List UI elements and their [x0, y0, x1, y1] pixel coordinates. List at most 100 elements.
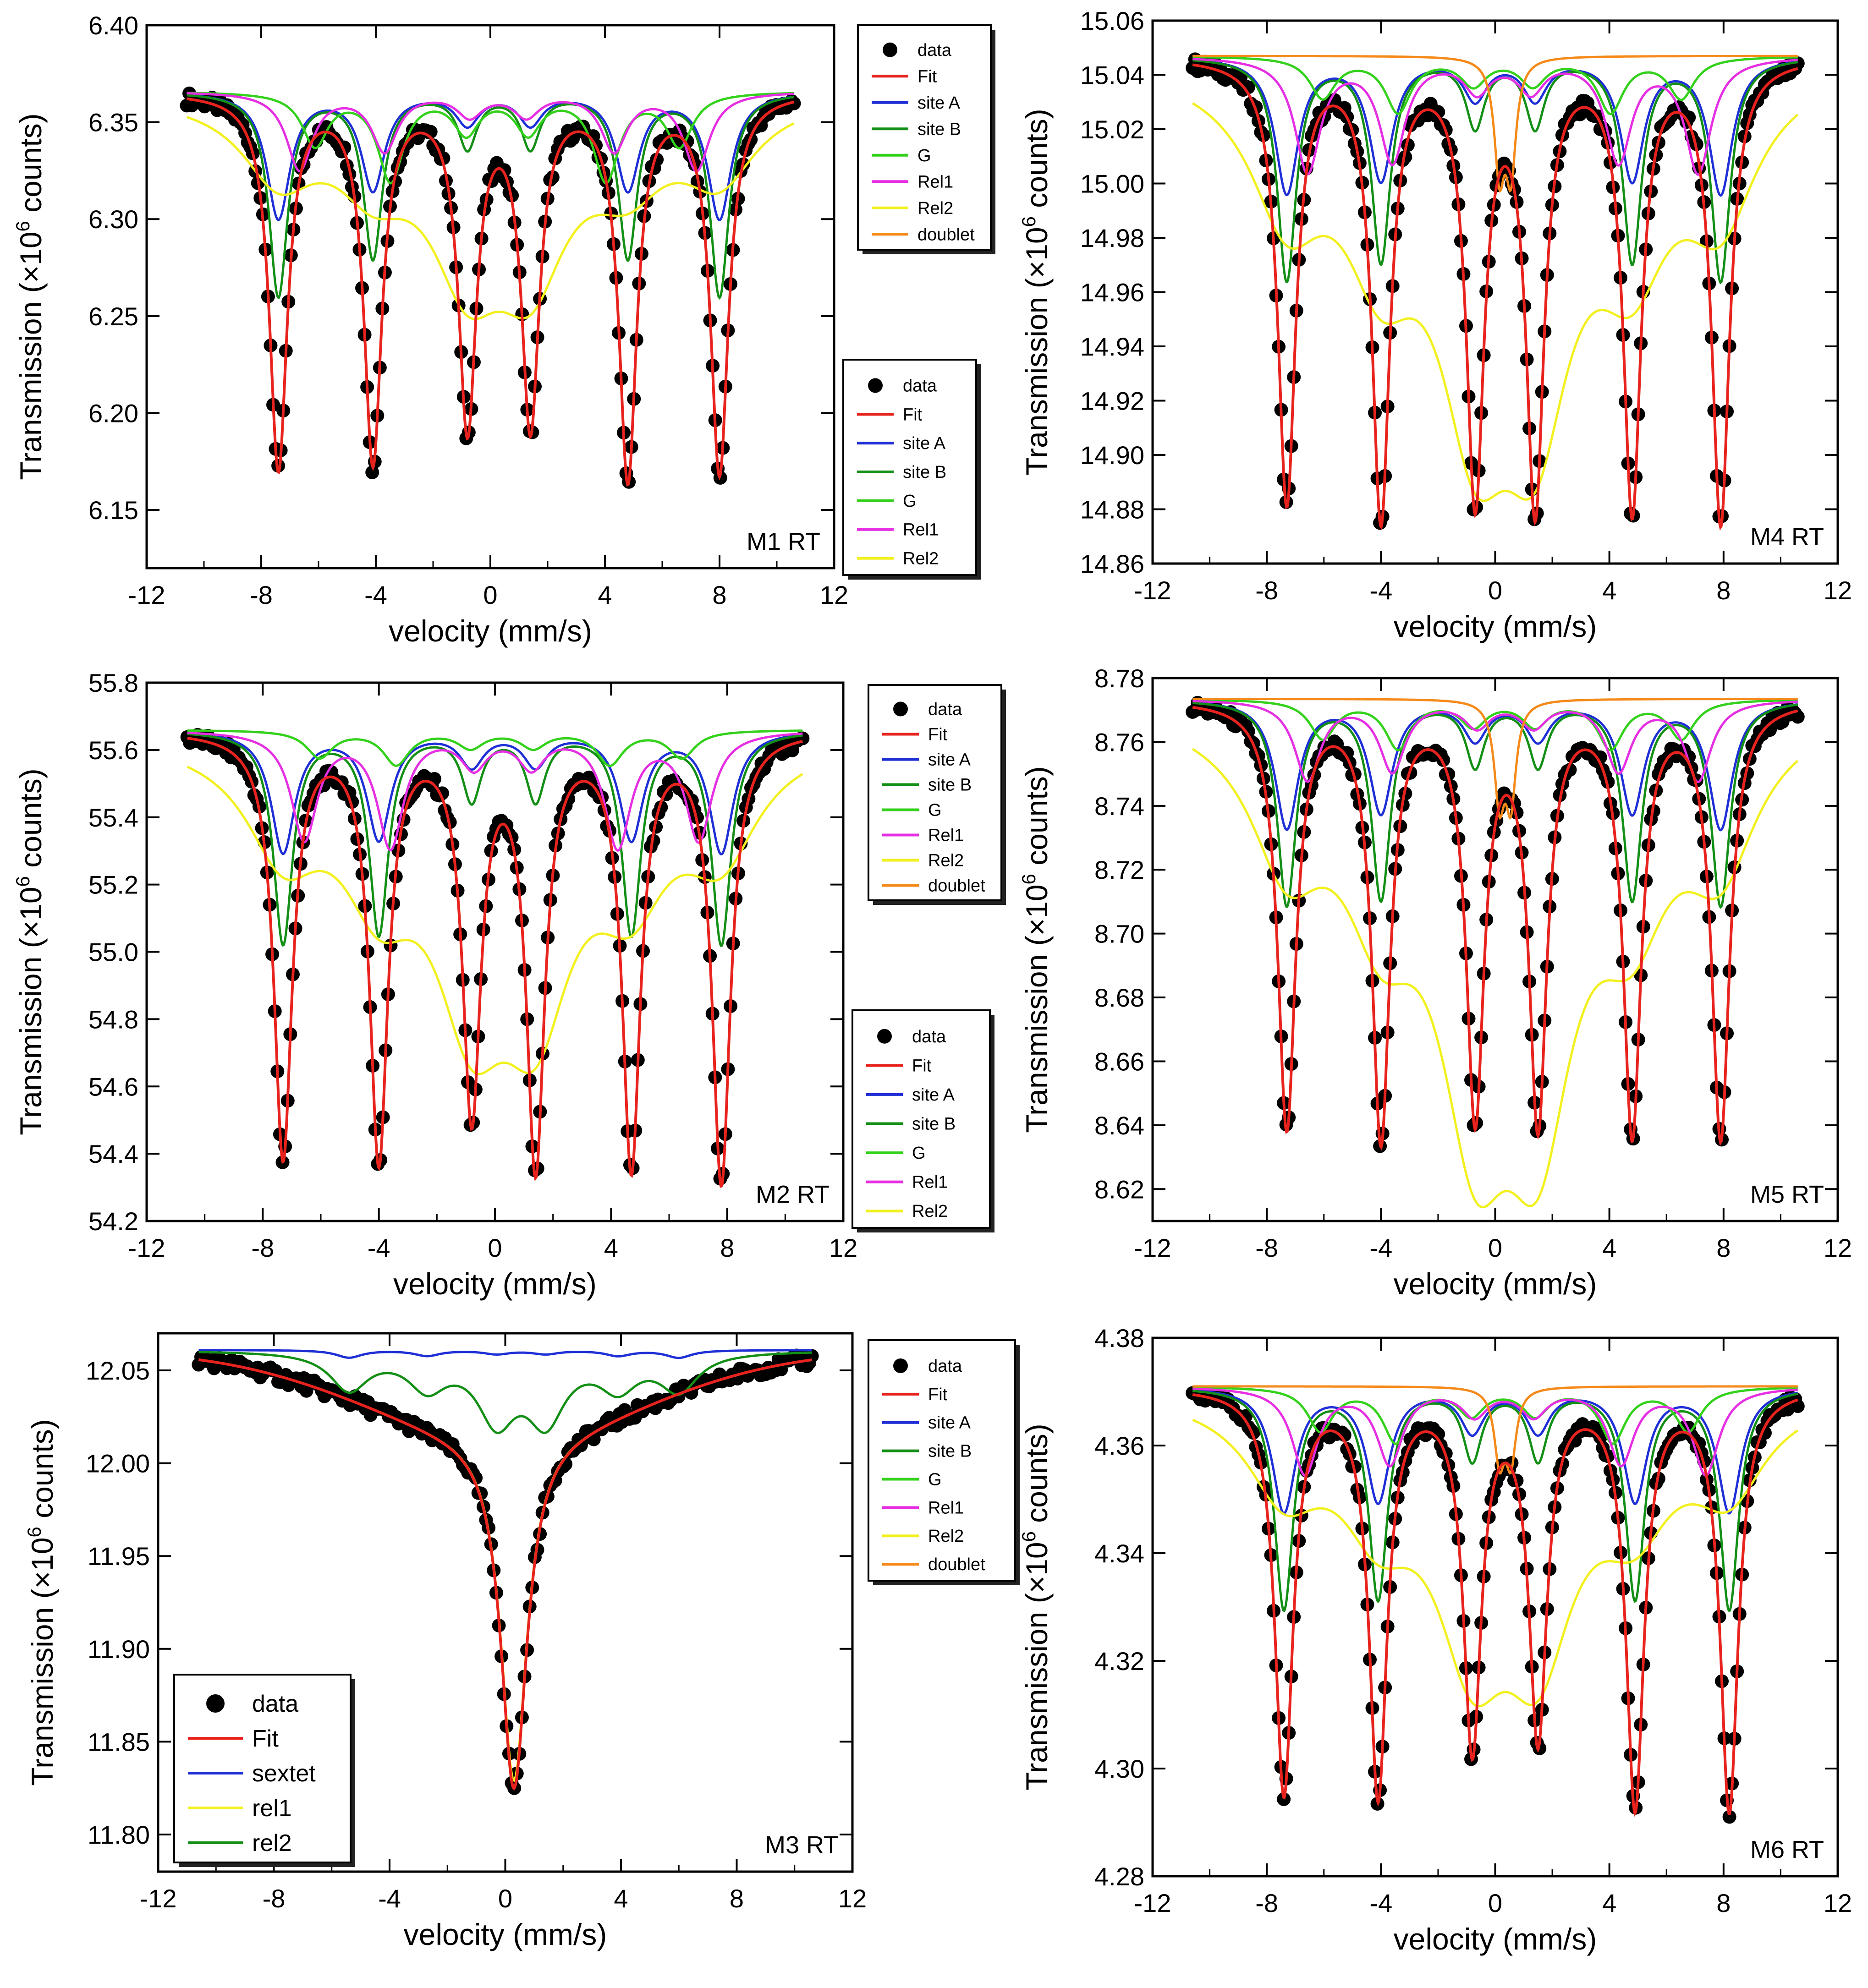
- legend-label: G: [912, 1144, 926, 1163]
- y-axis-label: Transmission (×106 counts): [1018, 1424, 1054, 1790]
- y-tick-label: 14.98: [1080, 224, 1144, 252]
- y-tick-label: 54.2: [88, 1207, 138, 1236]
- legend-label: G: [928, 1470, 942, 1489]
- y-tick-label: 6.25: [88, 302, 138, 331]
- x-tick-label: 8: [730, 1884, 744, 1913]
- y-tick-label: 11.95: [88, 1542, 150, 1571]
- series-line-rel2: [1192, 1418, 1799, 1708]
- legend-label: Fit: [912, 1056, 932, 1075]
- y-tick-label: 14.90: [1080, 441, 1144, 470]
- legend-label: doublet: [928, 876, 985, 896]
- x-axis-label: velocity (mm/s): [1394, 609, 1597, 643]
- y-tick-label: 6.40: [88, 11, 138, 40]
- panel-title: M5 RT: [1750, 1181, 1824, 1208]
- legend-label: site A: [903, 434, 946, 453]
- y-axis-label-tail: counts): [1020, 1424, 1054, 1531]
- legend: data Fit sextet rel1 rel2: [173, 1674, 355, 1867]
- legend-label: Rel1: [928, 1498, 964, 1517]
- legend-label: rel1: [252, 1795, 292, 1822]
- legend-marker-data: [868, 378, 883, 393]
- x-axis-label: velocity (mm/s): [1394, 1267, 1597, 1301]
- x-tick-label: 0: [1488, 1889, 1502, 1917]
- series-line-g: [187, 729, 803, 767]
- y-tick-label: 15.00: [1080, 170, 1144, 198]
- y-tick-label: 14.96: [1080, 278, 1144, 307]
- series-line-rel1: [1192, 58, 1798, 176]
- legend-label: site B: [928, 776, 972, 795]
- x-tick-label: 12: [838, 1884, 867, 1913]
- y-tick-label: 54.8: [88, 1005, 138, 1034]
- legend-marker-data: [893, 701, 908, 717]
- legend-label: site B: [903, 463, 946, 482]
- x-tick-label: 12: [829, 1233, 857, 1262]
- y-axis-label-tail: counts): [1020, 766, 1054, 874]
- x-tick-label: -8: [251, 1233, 274, 1262]
- series-line-g: [187, 92, 794, 185]
- y-tick-label: 8.68: [1094, 983, 1144, 1012]
- x-tick-label: -12: [128, 1233, 165, 1262]
- plot-area: [1186, 1385, 1805, 1824]
- y-tick-label: 15.02: [1080, 115, 1144, 144]
- panel-title: M4 RT: [1750, 523, 1824, 551]
- x-tick-label: 8: [712, 581, 726, 609]
- data-point: [1239, 1409, 1253, 1423]
- legend-box: [868, 1339, 1016, 1582]
- panel-m3-rt: -12 -8 -4 0 4 8 12 11.80 11.85 11.90 11.95 12.00 12.…: [23, 1332, 1020, 1951]
- y-axis-label-tail: counts): [14, 768, 48, 876]
- y-axis-label-tail: counts): [14, 113, 48, 221]
- series-line-fit: [1192, 63, 1798, 531]
- y-tick-label: 8.64: [1094, 1111, 1144, 1140]
- x-tick-label: 4: [1602, 1889, 1616, 1917]
- legend-label: Rel2: [928, 851, 964, 871]
- data-point: [1791, 710, 1805, 724]
- series-line-site-a: [1192, 1389, 1798, 1515]
- legend-box: [842, 359, 977, 576]
- legend-box: [852, 1009, 991, 1229]
- legend-box: [173, 1674, 352, 1863]
- plot-area: [192, 1348, 819, 1795]
- legend-label: data: [252, 1691, 298, 1717]
- panel-title: M3 RT: [765, 1831, 839, 1859]
- x-tick-label: -4: [1369, 1889, 1392, 1917]
- y-tick-label: 55.8: [88, 668, 138, 697]
- x-tick-label: 4: [1602, 1233, 1616, 1262]
- x-tick-label: 0: [1488, 576, 1502, 605]
- panel-m2-rt: -12 -8 -4 0 4 8 12 54.2 54.4 54.6 54.8 55.0 55.2 55.4…: [12, 668, 1006, 1301]
- x-tick-label: 12: [1824, 1233, 1852, 1262]
- legend-label: data: [918, 41, 952, 60]
- y-axis-label-main: Transmission (×10: [25, 1537, 59, 1785]
- y-tick-label: 8.62: [1094, 1175, 1144, 1204]
- y-axis-label-sup: 6: [12, 876, 33, 887]
- series-line-site-b: [1192, 701, 1798, 909]
- data-point: [1593, 750, 1607, 764]
- legend-label: site A: [928, 750, 971, 770]
- y-axis-label-main: Transmission (×10: [1020, 1542, 1054, 1790]
- x-tick-label: -8: [1255, 1233, 1278, 1262]
- panel-title: M1 RT: [747, 528, 820, 555]
- series-line-rel2: [1192, 102, 1799, 502]
- series-line-fit: [187, 737, 803, 1188]
- y-tick-label: 4.36: [1094, 1431, 1144, 1460]
- legend: data Fit site A site B G Rel1 Rel2: [852, 1009, 994, 1232]
- panel-m1-rt: -12 -8 -4 0 4 8 12 6.15 6.20 6.25 6.30 6.35 6.40 velo…: [12, 11, 995, 648]
- legend-label: Fit: [252, 1725, 279, 1752]
- y-tick-label: 11.90: [88, 1635, 150, 1664]
- series-line-site-b: [1192, 59, 1798, 285]
- series-line-doublet: [1192, 55, 1798, 193]
- data-point: [1682, 110, 1696, 125]
- panel-m5-rt: -12 -8 -4 0 4 8 12 8.62 8.64 8.66 8.68 8.70 8.72 8.74…: [1018, 664, 1852, 1301]
- plot-area: [1186, 52, 1805, 531]
- x-axis-label: velocity (mm/s): [1394, 1922, 1597, 1956]
- plot-area: [1186, 696, 1805, 1209]
- x-tick-label: 4: [598, 581, 612, 609]
- y-tick-label: 12.05: [86, 1356, 150, 1385]
- legend-label: site A: [912, 1085, 955, 1105]
- x-tick-label: 0: [488, 1233, 502, 1262]
- y-axis-label: Transmission (×106 counts): [12, 768, 48, 1135]
- series-line-g: [1192, 1386, 1798, 1445]
- y-tick-label: 55.4: [88, 803, 138, 832]
- series-line-rel1: [1192, 1387, 1798, 1477]
- legend: data Fit site A site B G Rel1 Rel2: [842, 359, 981, 580]
- series-line-rel2: [198, 1351, 812, 1435]
- y-tick-label: 4.32: [1094, 1647, 1144, 1676]
